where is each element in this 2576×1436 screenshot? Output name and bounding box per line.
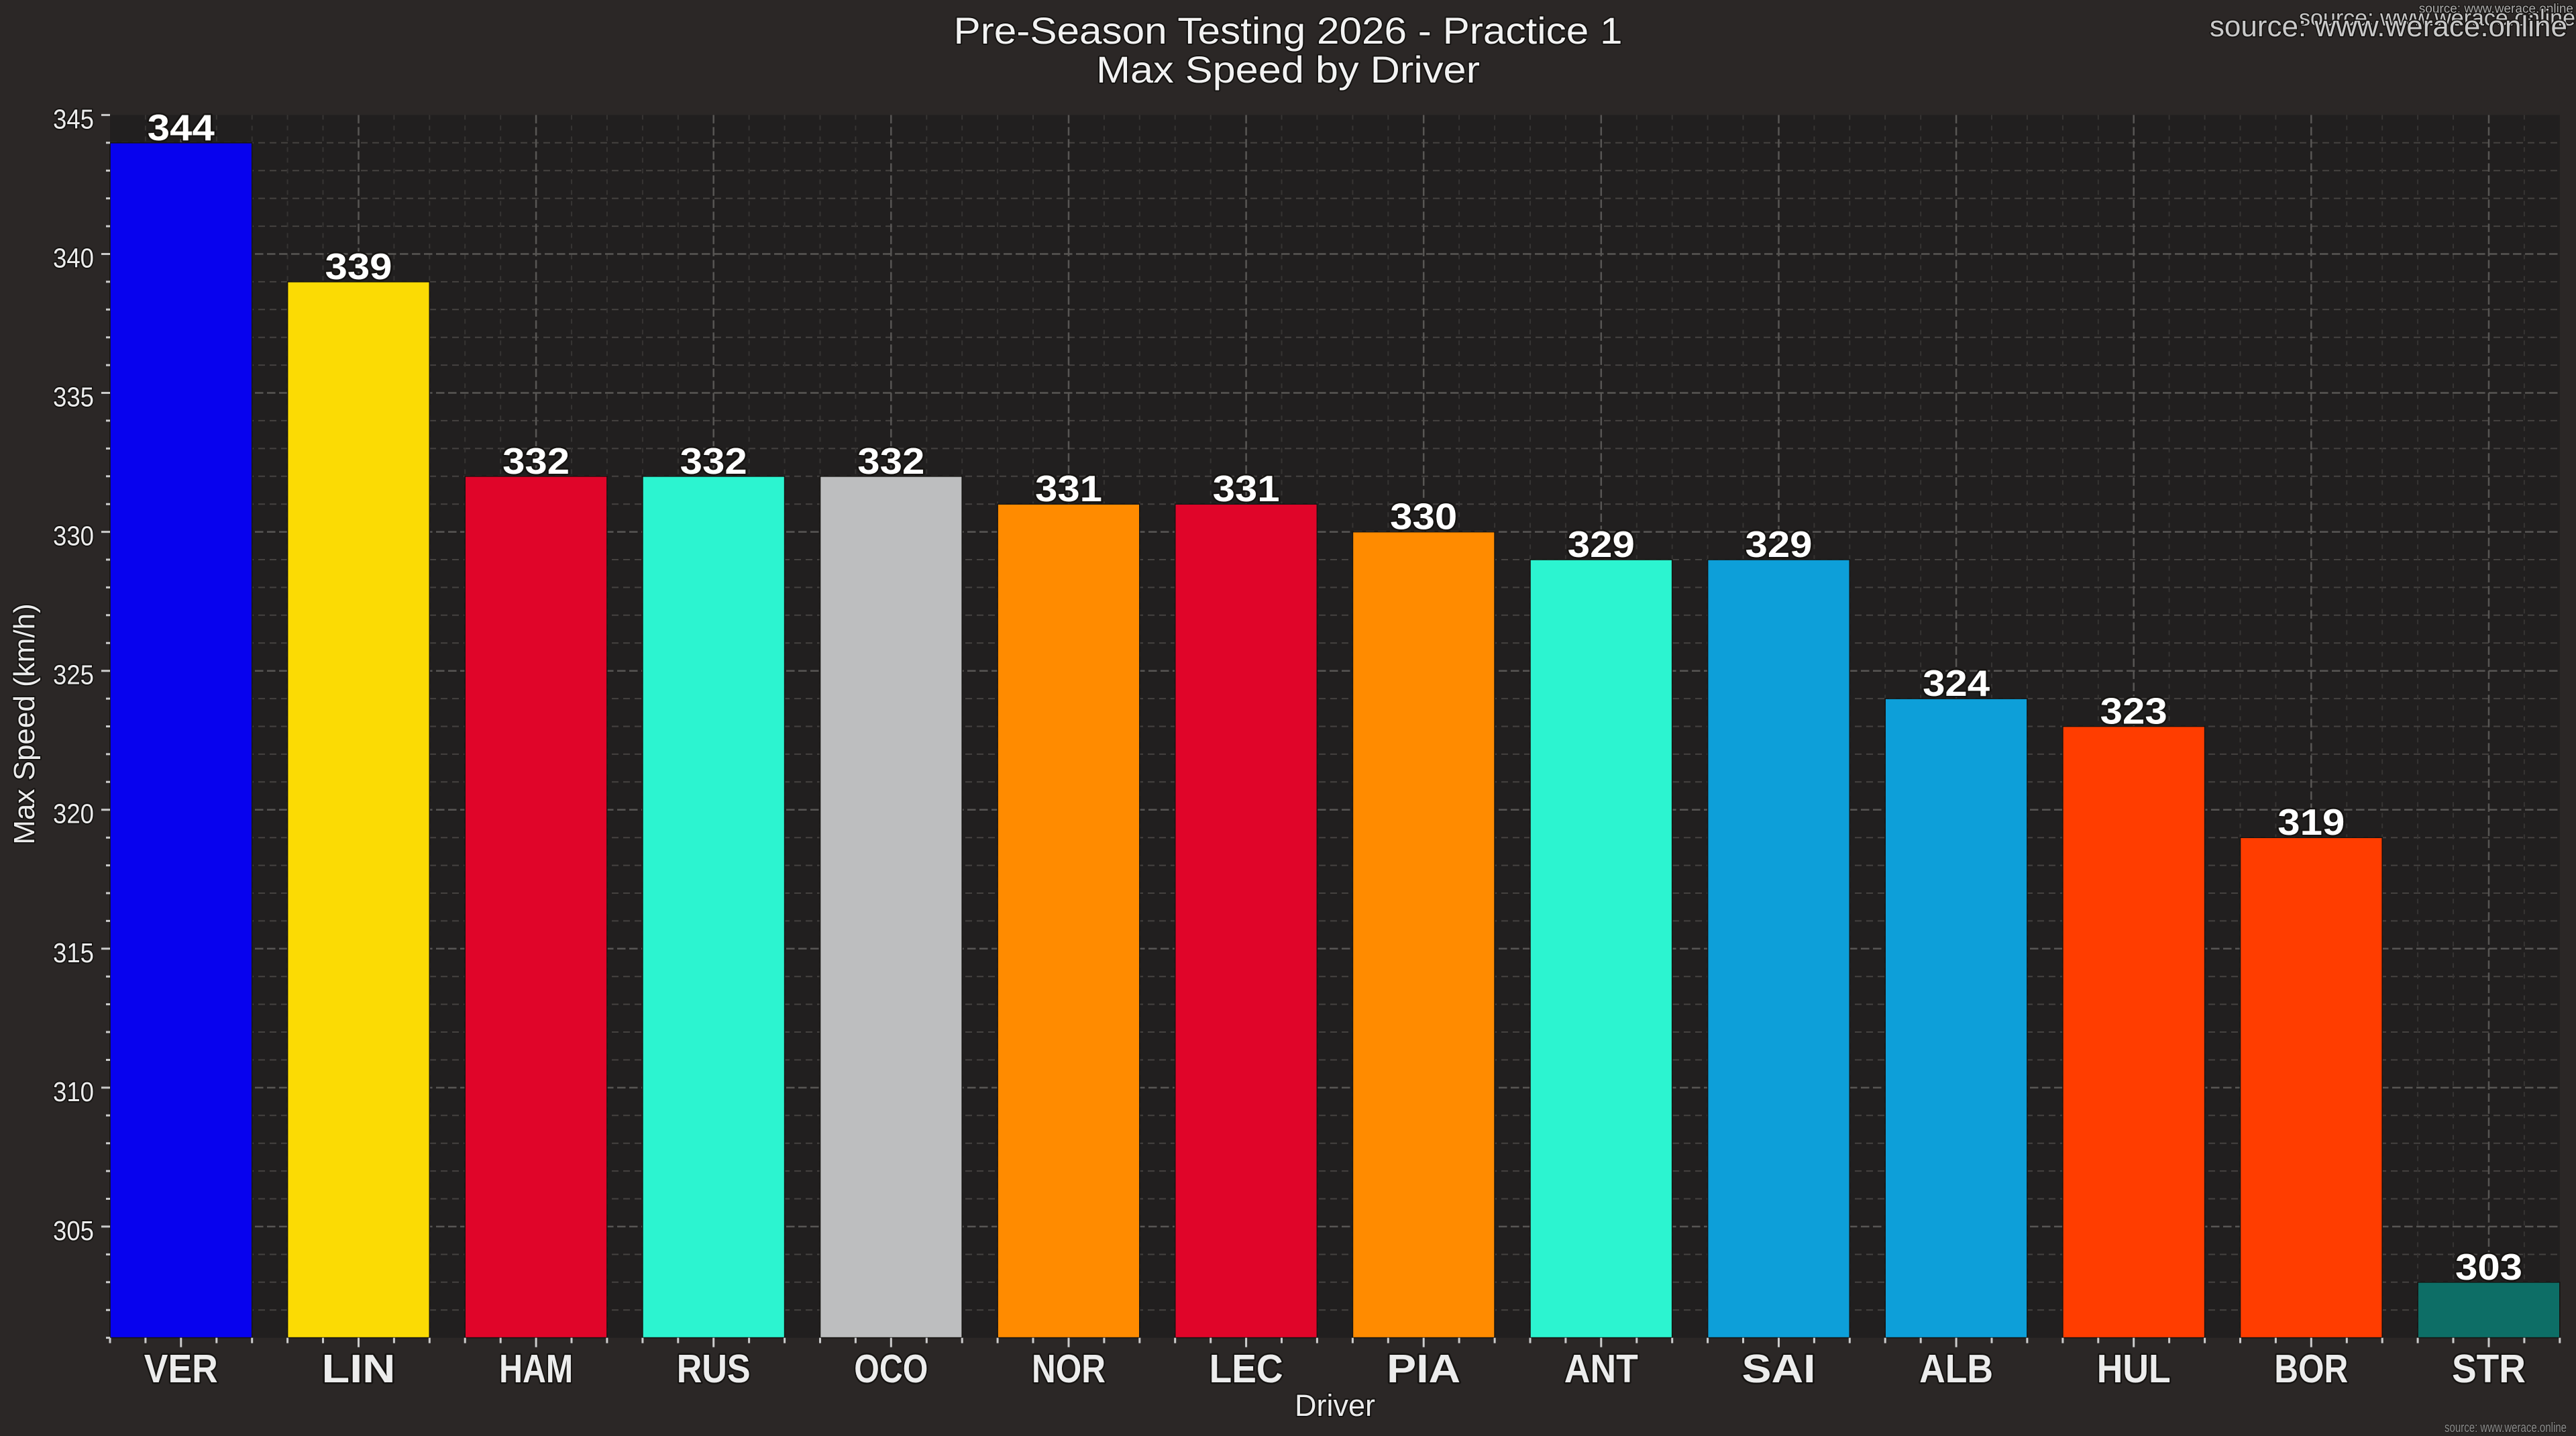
svg-text:340: 340 bbox=[53, 243, 94, 274]
svg-text:HAM: HAM bbox=[499, 1347, 573, 1391]
svg-text:source: www.werace.online: source: www.werace.online bbox=[2445, 1421, 2567, 1435]
svg-text:305: 305 bbox=[53, 1215, 94, 1246]
svg-text:345: 345 bbox=[53, 103, 94, 134]
svg-text:329: 329 bbox=[1746, 523, 1813, 565]
svg-text:source: www.werace.online: source: www.werace.online bbox=[2299, 5, 2575, 31]
svg-text:BOR: BOR bbox=[2274, 1347, 2348, 1391]
svg-text:332: 332 bbox=[857, 440, 924, 482]
svg-text:323: 323 bbox=[2100, 690, 2167, 732]
svg-text:344: 344 bbox=[148, 107, 215, 148]
svg-text:335: 335 bbox=[53, 382, 94, 413]
svg-text:330: 330 bbox=[53, 521, 94, 552]
svg-text:315: 315 bbox=[53, 937, 94, 968]
svg-text:339: 339 bbox=[325, 246, 392, 287]
svg-text:310: 310 bbox=[53, 1076, 94, 1107]
svg-text:SAI: SAI bbox=[1742, 1347, 1816, 1391]
svg-text:HUL: HUL bbox=[2097, 1347, 2171, 1391]
svg-text:NOR: NOR bbox=[1032, 1347, 1106, 1391]
svg-text:Driver: Driver bbox=[1295, 1388, 1375, 1423]
svg-text:source: www.werace.online: source: www.werace.online bbox=[2419, 2, 2573, 16]
svg-text:LEC: LEC bbox=[1210, 1347, 1283, 1391]
svg-text:STR: STR bbox=[2452, 1347, 2526, 1391]
svg-text:320: 320 bbox=[53, 799, 94, 829]
svg-text:331: 331 bbox=[1035, 468, 1102, 509]
svg-text:332: 332 bbox=[680, 440, 747, 482]
svg-text:ANT: ANT bbox=[1564, 1347, 1638, 1391]
svg-text:Max Speed (km/h): Max Speed (km/h) bbox=[8, 603, 41, 844]
svg-text:RUS: RUS bbox=[677, 1347, 751, 1391]
svg-text:330: 330 bbox=[1390, 496, 1457, 537]
svg-text:324: 324 bbox=[1923, 662, 1990, 704]
svg-text:332: 332 bbox=[502, 440, 570, 482]
svg-text:LIN: LIN bbox=[322, 1347, 396, 1391]
svg-text:319: 319 bbox=[2277, 801, 2345, 843]
svg-text:source: www.werace.online: source: www.werace.online bbox=[2210, 10, 2567, 43]
svg-text:331: 331 bbox=[1213, 468, 1280, 509]
svg-text:329: 329 bbox=[1568, 523, 1635, 565]
svg-text:VER: VER bbox=[144, 1347, 218, 1391]
svg-text:ALB: ALB bbox=[1919, 1347, 1993, 1391]
svg-text:Max Speed by Driver: Max Speed by Driver bbox=[1096, 48, 1480, 91]
svg-text:325: 325 bbox=[53, 660, 94, 690]
svg-text:Pre-Season Testing 2026 - Prac: Pre-Season Testing 2026 - Practice 1 bbox=[954, 9, 1623, 52]
svg-text:OCO: OCO bbox=[854, 1347, 928, 1391]
svg-text:PIA: PIA bbox=[1387, 1347, 1460, 1391]
svg-text:303: 303 bbox=[2455, 1246, 2522, 1288]
